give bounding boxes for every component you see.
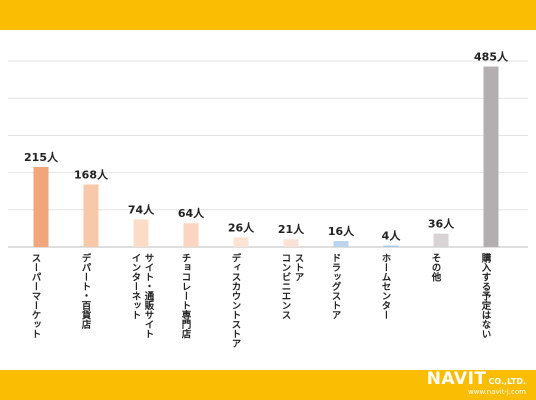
logo-url: www.navit-j.com [468,388,526,396]
bar [33,167,49,247]
data-label: 74人 [128,202,155,216]
navit-logo: NAVIT CO.,LTD. www.navit-j.com [427,371,526,396]
logo-suffix: CO.,LTD. [488,377,526,386]
bar [233,237,249,247]
category-label: インターネット [130,253,142,320]
bar [433,233,449,247]
bar [83,184,99,247]
category-label: その他 [430,253,443,282]
data-label: 36人 [428,217,455,231]
bar [283,239,299,247]
data-label: 4人 [382,229,402,243]
category-label: サイト・通販サイト [143,253,155,339]
bar [133,219,149,247]
data-label: 485人 [474,50,509,64]
category-label: ディスカウントストア [230,252,242,348]
category-label: ドラッグストア [330,253,342,320]
category-label: ホームセンター [380,253,392,320]
bottom-band [0,370,536,400]
data-label: 168人 [74,168,109,182]
bar [183,223,199,247]
category-label: スーパーマーケット [30,253,42,339]
top-band [0,0,536,30]
data-label: 16人 [328,224,355,238]
data-label: 21人 [278,222,305,236]
category-label: 購入する予定はない [480,252,493,338]
data-label: 26人 [228,220,255,234]
data-label: 215人 [24,150,59,164]
data-label: 64人 [178,206,205,220]
bar [383,245,399,247]
category-label: ストア [293,253,305,282]
category-label: コンビニエンス [280,253,292,320]
bar [333,241,349,247]
bar [483,66,499,247]
category-label: チョコレート専門店 [180,253,192,339]
category-label: デパート・百貨店 [80,252,92,330]
logo-name: NAVIT [426,369,487,389]
